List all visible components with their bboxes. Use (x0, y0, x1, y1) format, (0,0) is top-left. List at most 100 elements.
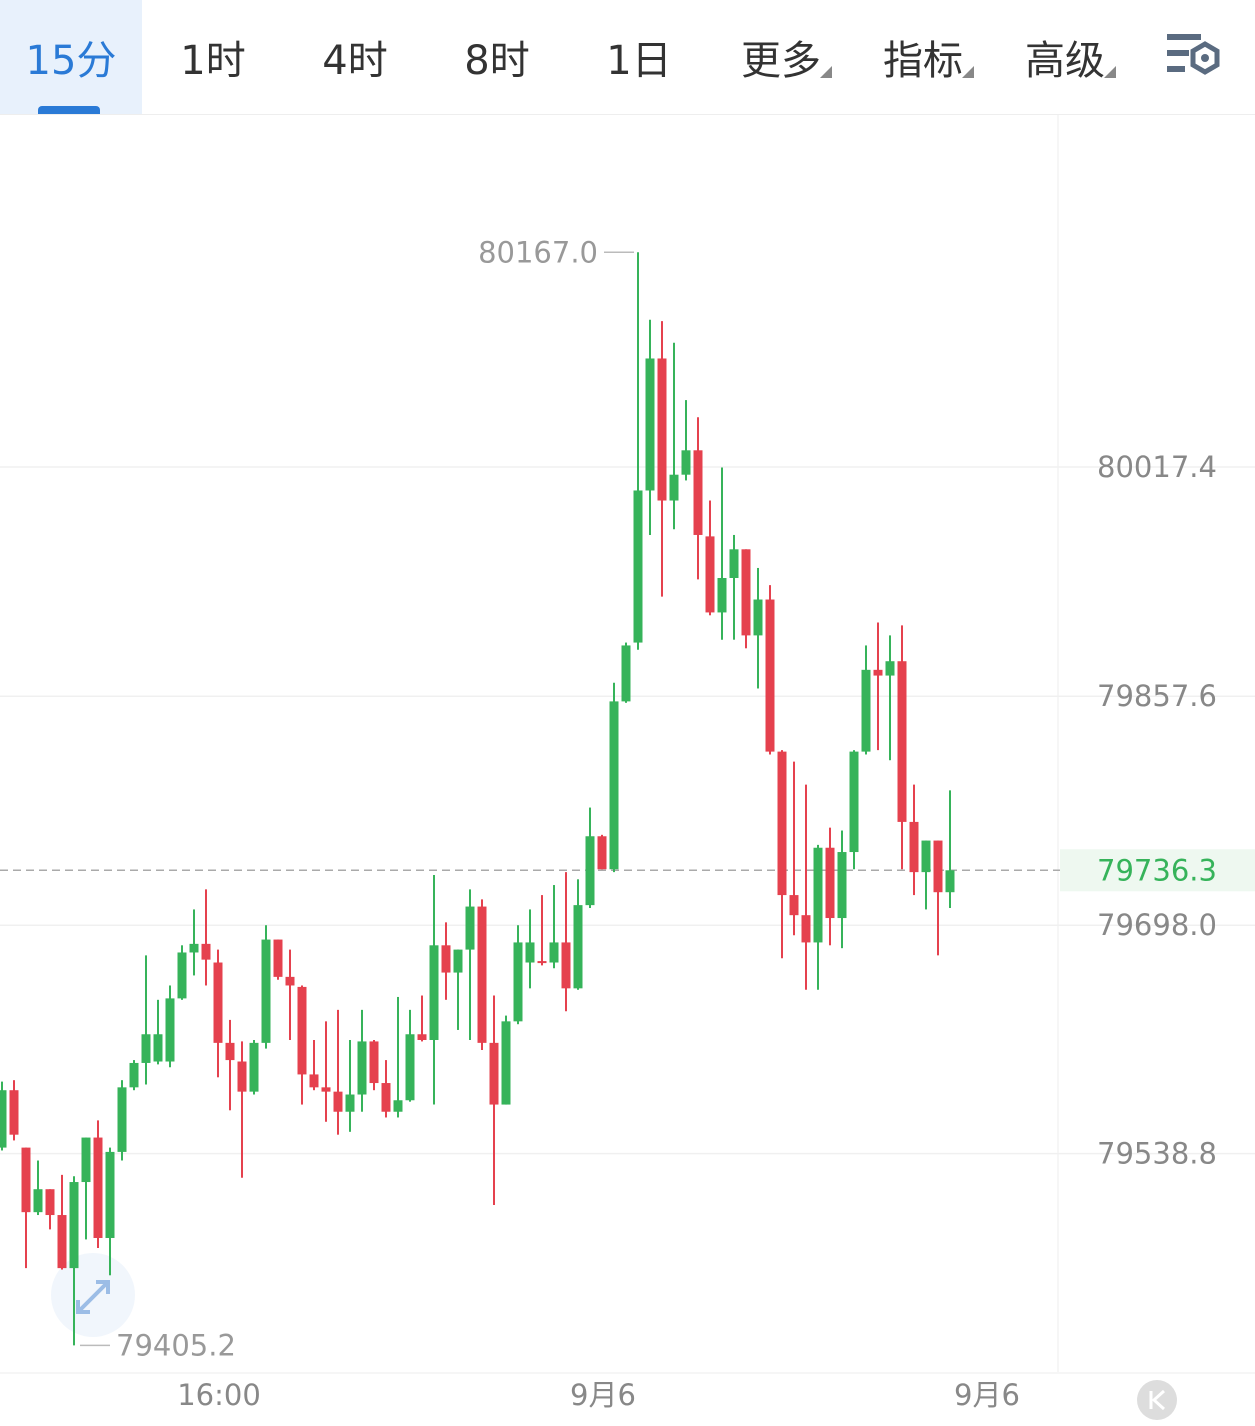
candle-body (321, 1087, 331, 1092)
tab[interactable]: 更多 (710, 0, 852, 114)
candles (0, 252, 955, 1346)
tab[interactable]: 高级 (994, 0, 1136, 114)
candle-body (441, 945, 451, 973)
y-tick-label: 79538.8 (1097, 1137, 1217, 1171)
candle-body (513, 942, 523, 1022)
candle-body (501, 1021, 511, 1105)
candle-body (753, 599, 763, 636)
candle-body (177, 952, 187, 999)
candle-body (453, 949, 463, 973)
candle-body (585, 836, 595, 906)
min-marker-label: 79405.2 (116, 1328, 236, 1362)
candle-body (717, 577, 727, 613)
candle-body (489, 1042, 499, 1105)
candle-body (345, 1094, 355, 1112)
last-price-label: 79736.3 (1097, 853, 1217, 887)
candle-body (561, 942, 571, 989)
candle-body (777, 751, 787, 896)
candle-body (357, 1041, 367, 1095)
candle-body (537, 961, 547, 964)
candle-body (333, 1091, 343, 1112)
candle-body (21, 1147, 31, 1213)
candle-body (165, 998, 175, 1062)
tab[interactable]: 1时 (180, 38, 246, 84)
x-tick-label: 16:00 (177, 1378, 261, 1412)
candle-body (921, 840, 931, 873)
candle-body (933, 840, 943, 893)
candle-body (693, 450, 703, 535)
candle-body (897, 661, 907, 822)
candle-body (297, 986, 307, 1075)
candle-body (849, 751, 859, 853)
candle-body (9, 1090, 19, 1135)
tab[interactable]: 15分 (0, 0, 142, 114)
candle-body (381, 1083, 391, 1112)
candle-body (789, 895, 799, 916)
candle-body (117, 1087, 127, 1152)
candle-body (369, 1041, 379, 1084)
candle-body (825, 847, 835, 919)
candle-body (801, 915, 811, 943)
expand-button[interactable] (51, 1253, 135, 1337)
last-price-box (1060, 849, 1255, 892)
y-tick-label: 79698.0 (1097, 908, 1217, 942)
tab[interactable]: 1日 (606, 38, 672, 84)
candle-body (213, 962, 223, 1043)
candle-body (189, 943, 199, 953)
candle-body (525, 942, 535, 963)
candle-body (465, 906, 475, 950)
candle-body (669, 474, 679, 501)
candle-body (141, 1034, 151, 1063)
candle-body (69, 1182, 79, 1269)
candle-body (681, 450, 691, 475)
candle-body (609, 701, 619, 870)
candle-body (105, 1151, 115, 1238)
x-tick-label: 9月6 (954, 1378, 1020, 1412)
candle-body (201, 943, 211, 960)
tab[interactable]: 4时 (322, 38, 388, 84)
candle-body (573, 905, 583, 989)
tab[interactable]: 8时 (464, 38, 530, 84)
candle-body (597, 836, 607, 870)
candle-body (873, 669, 883, 676)
settings-icon[interactable] (1165, 30, 1225, 82)
candle-body (549, 942, 559, 963)
candle-body (237, 1061, 247, 1092)
y-tick-label: 80017.4 (1097, 450, 1217, 484)
candle-body (393, 1100, 403, 1112)
candle-body (285, 976, 295, 986)
candle-body (309, 1074, 319, 1088)
candle-body (405, 1034, 415, 1101)
candle-body (57, 1215, 67, 1269)
timeframe-tabs: 15分 1时 4时 8时 1日 更多 指标 高级 (0, 0, 1255, 115)
candle-body (153, 1034, 163, 1062)
candle-body (657, 358, 667, 501)
tab[interactable]: 指标 (852, 0, 994, 114)
max-marker-label: 80167.0 (478, 235, 598, 269)
candle-body (621, 645, 631, 702)
candle-body (81, 1137, 91, 1183)
y-tick-label: 79857.6 (1097, 679, 1217, 713)
candle-body (741, 549, 751, 636)
candle-body (645, 358, 655, 491)
candle-body (813, 847, 823, 943)
candle-body (129, 1062, 139, 1088)
candle-body (729, 549, 739, 578)
candle-body (705, 536, 715, 613)
candle-body (0, 1090, 7, 1148)
reset-button[interactable] (1137, 1380, 1177, 1420)
candle-body (33, 1189, 43, 1213)
candle-body (861, 669, 871, 752)
candle-body (945, 870, 955, 893)
candle-body (225, 1042, 235, 1061)
candle-body (249, 1042, 259, 1092)
candle-body (633, 490, 643, 643)
candle-body (261, 939, 271, 1043)
candle-body (837, 852, 847, 919)
candle-body (477, 906, 487, 1043)
candle-body (885, 661, 895, 676)
candle-body (909, 821, 919, 873)
candle-body (273, 939, 283, 977)
